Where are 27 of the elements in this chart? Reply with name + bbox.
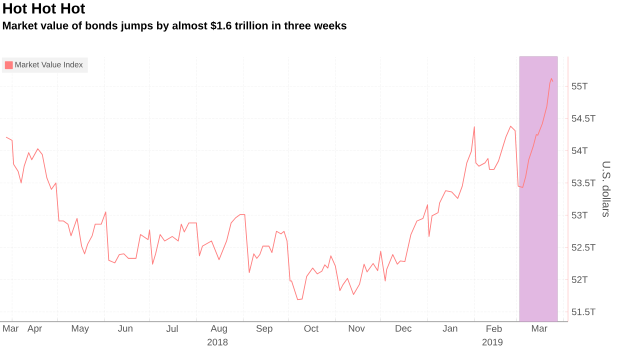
- x-tick-label: Mar: [3, 325, 19, 332]
- x-tick-label: Nov: [348, 325, 365, 332]
- y-tick-label: 54T: [572, 147, 588, 154]
- x-tick-label: Aug: [210, 325, 227, 334]
- x-tick-label: May: [72, 325, 89, 334]
- y-tick-label: 52T: [572, 276, 588, 284]
- x-tick-label: Mar: [532, 325, 548, 332]
- x-tick-label: Feb: [486, 325, 502, 332]
- x-tick-label: Jul: [166, 325, 178, 332]
- text: 2018: [207, 338, 228, 346]
- x-tick-label: Dec: [396, 325, 412, 332]
- y-tick-label: 55T: [572, 82, 588, 90]
- x-tick-label: Jun: [118, 325, 132, 332]
- y-tick-label: 53.5T: [572, 180, 596, 186]
- y-tick-label: 51.5T: [572, 308, 596, 316]
- chart-title: Hot Hot Hot: [3, 3, 86, 14]
- x-tick-label: Sep: [256, 325, 272, 334]
- chart-subtitle: Market value of bonds jumps by almost $1.6 trillion in three weeks: [2, 21, 346, 32]
- y-tick-label: 53T: [572, 212, 588, 219]
- y-tick-label: 54.5T: [572, 115, 596, 122]
- line-series: [6, 78, 554, 300]
- y-axis-title: U.S. dollars: [602, 162, 611, 217]
- x-tick-label: Jan: [442, 325, 458, 332]
- x-tick-label: Apr: [27, 325, 42, 334]
- text: 2019: [482, 338, 503, 346]
- y-tick-label: 52.5T: [572, 244, 596, 251]
- x-tick-label: Oct: [304, 325, 318, 332]
